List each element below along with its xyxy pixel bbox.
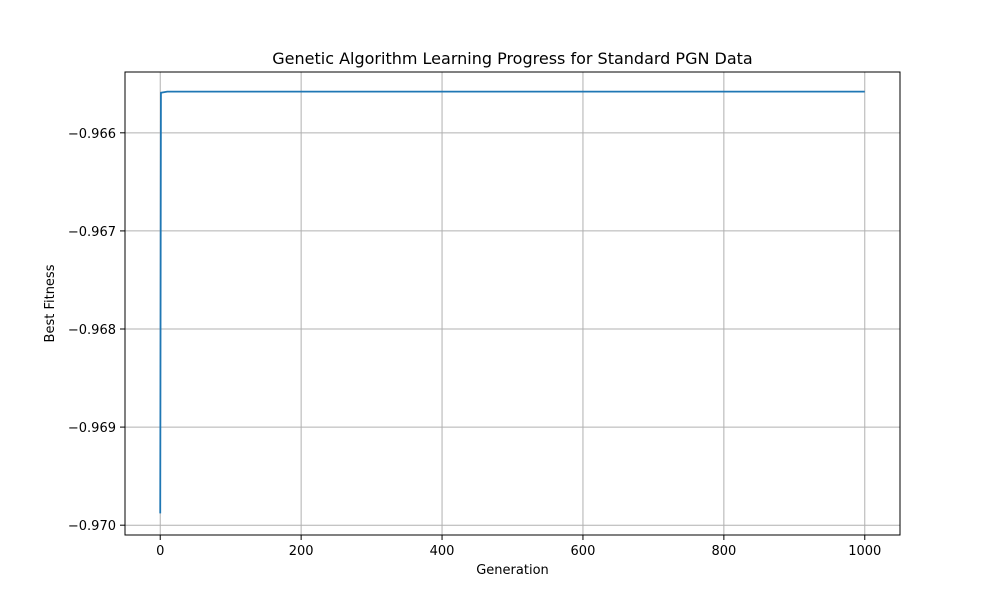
plot-area <box>125 72 900 535</box>
y-tick-label: −0.969 <box>68 421 116 436</box>
y-axis-label: Best Fitness <box>43 264 58 342</box>
x-tick-label: 800 <box>711 544 736 559</box>
x-axis-label: Generation <box>476 563 549 578</box>
grid-lines <box>125 72 900 535</box>
x-tick-label: 600 <box>571 544 596 559</box>
x-tick-label: 1000 <box>848 544 881 559</box>
axis-ticks: 0 200 400 600 800 1000 −0.970 −0.969 −0.968 −0.96… <box>68 127 881 559</box>
y-tick-label: −0.967 <box>68 225 116 240</box>
y-tick-label: −0.970 <box>68 519 116 534</box>
series-layer <box>159 90 865 514</box>
chart-title: Genetic Algorithm Learning Progress for … <box>272 49 752 68</box>
y-tick-label: −0.966 <box>68 127 116 142</box>
x-tick-label: 200 <box>289 544 314 559</box>
plot-frame <box>124 71 901 536</box>
x-tick-label: 0 <box>156 544 164 559</box>
y-tick-label: −0.968 <box>68 323 116 338</box>
x-tick-label: 400 <box>430 544 455 559</box>
series-line <box>159 90 865 514</box>
